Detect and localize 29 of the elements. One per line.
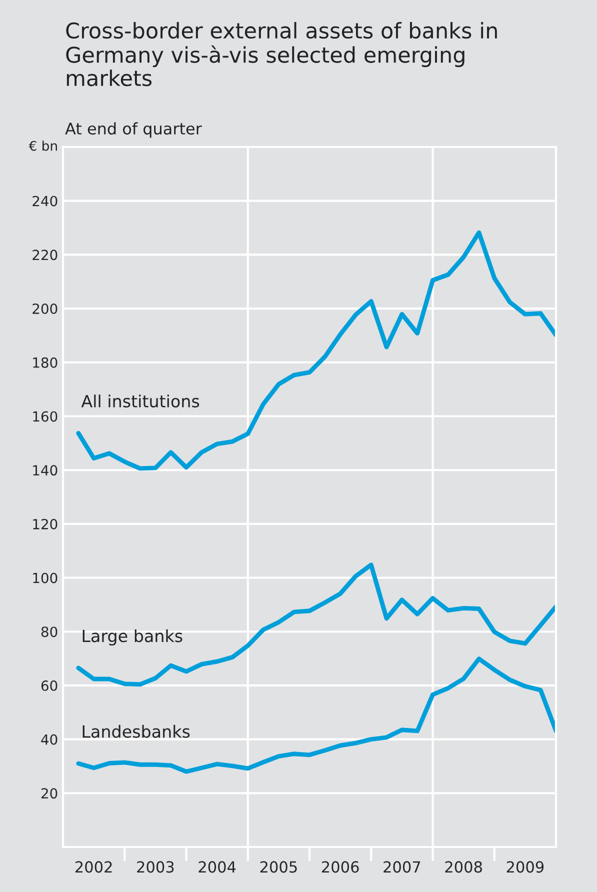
y-tick-label: 40 <box>41 734 58 745</box>
y-tick-label: 200 <box>32 304 58 314</box>
y-tick-label: 80 <box>41 626 58 638</box>
x-tick-label: 2003 <box>137 861 174 873</box>
y-tick-label: 180 <box>33 357 58 368</box>
series-label: Landesbanks <box>82 724 190 738</box>
y-tick-label: 160 <box>33 411 58 422</box>
x-tick-label: 2006 <box>322 861 359 873</box>
y-tick-label: 240 <box>32 196 58 206</box>
x-tick-label: 2005 <box>260 861 297 873</box>
chart-title: Cross-border external assets of banks in Germany vis-à-vis selected emerging markets <box>66 22 497 86</box>
x-tick-label: 2008 <box>445 861 482 873</box>
y-tick-label: 140 <box>33 465 58 476</box>
x-tick-label: 2002 <box>75 861 112 873</box>
y-tick-label: 20 <box>41 788 58 799</box>
chart-subtitle: At end of quarter <box>65 122 202 138</box>
line-series <box>76 656 556 774</box>
y-tick-label: 120 <box>33 518 58 530</box>
series-label: All institutions <box>81 394 200 408</box>
x-tick-label: 2009 <box>506 861 544 873</box>
line-series <box>76 230 556 471</box>
series-label: Large banks <box>82 629 182 646</box>
line-series <box>76 562 556 687</box>
y-axis-title: € bn <box>28 140 57 151</box>
x-tick-label: 2007 <box>384 861 420 873</box>
y-tick-label: 100 <box>33 572 58 584</box>
x-tick-label: 2004 <box>198 861 236 873</box>
y-tick-label: 220 <box>32 250 58 260</box>
y-tick-label: 60 <box>41 680 58 691</box>
